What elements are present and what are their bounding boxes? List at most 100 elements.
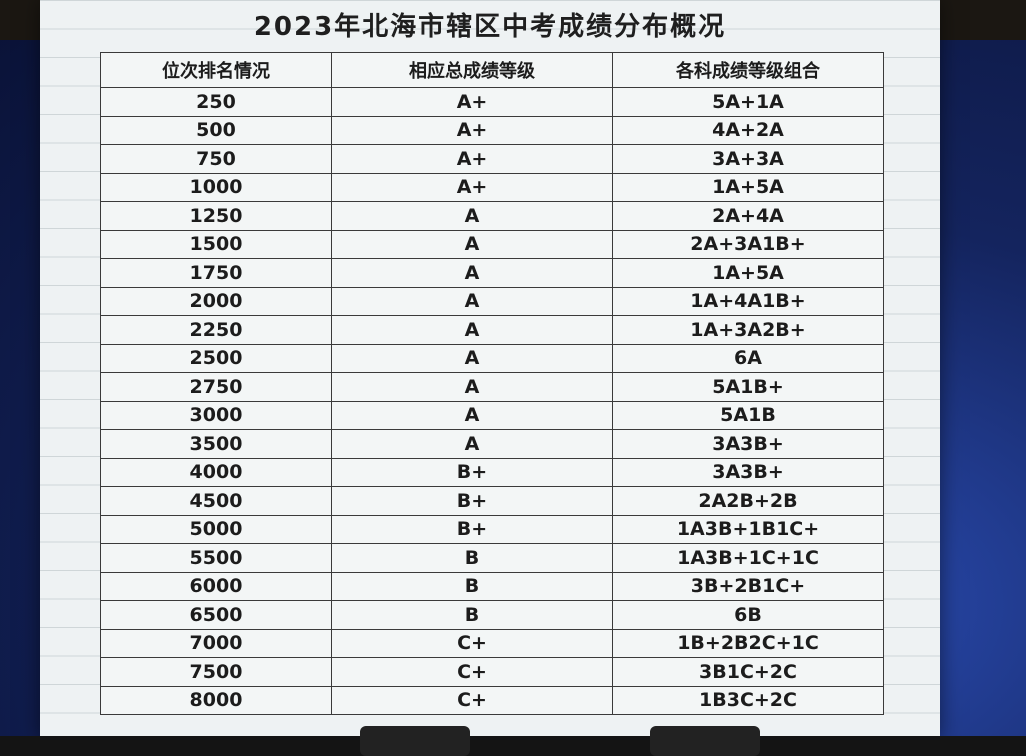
- table-body: 250 A+ 5A+1A 500 A+ 4A+2A 750 A+ 3A+3A 1000 A+ 1A+5…: [100, 87, 884, 715]
- column-header: 位次排名情况: [100, 52, 332, 88]
- table-cell: B: [331, 600, 613, 630]
- desk-object: [650, 726, 760, 756]
- table-cell: 3500: [100, 429, 332, 459]
- table-cell: 4500: [100, 486, 332, 516]
- table-cell: 1A3B+1C+1C: [612, 543, 884, 573]
- table-cell: 4000: [100, 457, 332, 487]
- table-row: 1250 A 2A+4A: [100, 201, 884, 231]
- table-cell: B: [331, 543, 613, 573]
- header-row: 位次排名情况 相应总成绩等级 各科成绩等级组合: [100, 52, 884, 88]
- table-row: 6000 B 3B+2B1C+: [100, 571, 884, 601]
- table-row: 7500 C+ 3B1C+2C: [100, 657, 884, 687]
- table-cell: 6500: [100, 600, 332, 630]
- table-cell: 2750: [100, 372, 332, 402]
- table-cell: 8000: [100, 685, 332, 715]
- table-row: 2500 A 6A: [100, 343, 884, 373]
- stage: [0, 736, 1026, 756]
- column-header: 相应总成绩等级: [331, 52, 613, 88]
- table-cell: 3B1C+2C: [612, 657, 884, 687]
- table-cell: 7000: [100, 628, 332, 658]
- table-cell: A: [331, 286, 613, 316]
- table-cell: 3A3B+: [612, 457, 884, 487]
- table-cell: B+: [331, 457, 613, 487]
- table-cell: A: [331, 343, 613, 373]
- table-cell: 1A+3A2B+: [612, 315, 884, 345]
- table-cell: 2000: [100, 286, 332, 316]
- table-row: 8000 C+ 1B3C+2C: [100, 685, 884, 715]
- table-cell: 1500: [100, 229, 332, 259]
- table-cell: 2A2B+2B: [612, 486, 884, 516]
- table-cell: 6A: [612, 343, 884, 373]
- table-cell: 5A1B: [612, 400, 884, 430]
- rank-table: 位次排名情况 相应总成绩等级 各科成绩等级组合 250 A+ 5A+1A 500 A+ 4A+…: [100, 52, 884, 715]
- table-row: 1750 A 1A+5A: [100, 258, 884, 288]
- table-row: 1500 A 2A+3A1B+: [100, 229, 884, 259]
- table-row: 7000 C+ 1B+2B2C+1C: [100, 628, 884, 658]
- table-cell: B+: [331, 514, 613, 544]
- table-cell: A: [331, 201, 613, 231]
- table-row: 4000 B+ 3A3B+: [100, 457, 884, 487]
- table-row: 250 A+ 5A+1A: [100, 87, 884, 117]
- table-cell: A+: [331, 144, 613, 174]
- table-cell: 6B: [612, 600, 884, 630]
- table-row: 3500 A 3A3B+: [100, 429, 884, 459]
- table-cell: A: [331, 315, 613, 345]
- table-cell: 500: [100, 115, 332, 145]
- table-cell: 1A+4A1B+: [612, 286, 884, 316]
- table-cell: 1B+2B2C+1C: [612, 628, 884, 658]
- table-cell: A: [331, 400, 613, 430]
- table-cell: 3B+2B1C+: [612, 571, 884, 601]
- table-row: 4500 B+ 2A2B+2B: [100, 486, 884, 516]
- table-cell: 1A+5A: [612, 258, 884, 288]
- table-cell: A: [331, 429, 613, 459]
- table-cell: 5A+1A: [612, 87, 884, 117]
- column-header: 各科成绩等级组合: [612, 52, 884, 88]
- table-cell: 5000: [100, 514, 332, 544]
- projection-screen: 2023年北海市辖区中考成绩分布概况 位次排名情况 相应总成绩等级 各科成绩等级组合…: [40, 0, 940, 740]
- table-row: 5000 B+ 1A3B+1B1C+: [100, 514, 884, 544]
- table-row: 500 A+ 4A+2A: [100, 115, 884, 145]
- table-cell: 3000: [100, 400, 332, 430]
- table-cell: 1A+5A: [612, 172, 884, 202]
- table-cell: 3A3B+: [612, 429, 884, 459]
- table-cell: A+: [331, 87, 613, 117]
- table-row: 2750 A 5A1B+: [100, 372, 884, 402]
- table-cell: A: [331, 372, 613, 402]
- table-cell: 2250: [100, 315, 332, 345]
- table-row: 1000 A+ 1A+5A: [100, 172, 884, 202]
- table-cell: C+: [331, 685, 613, 715]
- table-cell: 7500: [100, 657, 332, 687]
- table-row: 5500 B 1A3B+1C+1C: [100, 543, 884, 573]
- table-cell: 250: [100, 87, 332, 117]
- table-cell: 6000: [100, 571, 332, 601]
- desk-object: [360, 726, 470, 756]
- table-cell: 3A+3A: [612, 144, 884, 174]
- table-cell: A: [331, 229, 613, 259]
- table-cell: 1000: [100, 172, 332, 202]
- table-cell: C+: [331, 628, 613, 658]
- table-cell: 2A+4A: [612, 201, 884, 231]
- table-cell: 1750: [100, 258, 332, 288]
- table-cell: 5500: [100, 543, 332, 573]
- table-cell: 2500: [100, 343, 332, 373]
- table-cell: 750: [100, 144, 332, 174]
- table-title: 2023年北海市辖区中考成绩分布概况: [253, 12, 727, 42]
- table-cell: A: [331, 258, 613, 288]
- table-row: 6500 B 6B: [100, 600, 884, 630]
- table-cell: 4A+2A: [612, 115, 884, 145]
- table-cell: 1A3B+1B1C+: [612, 514, 884, 544]
- table-cell: B: [331, 571, 613, 601]
- table-cell: B+: [331, 486, 613, 516]
- table-cell: 5A1B+: [612, 372, 884, 402]
- table-cell: 2A+3A1B+: [612, 229, 884, 259]
- table-cell: C+: [331, 657, 613, 687]
- table-row: 2000 A 1A+4A1B+: [100, 286, 884, 316]
- table-row: 2250 A 1A+3A2B+: [100, 315, 884, 345]
- table-cell: 1250: [100, 201, 332, 231]
- table-row: 750 A+ 3A+3A: [100, 144, 884, 174]
- table-row: 3000 A 5A1B: [100, 400, 884, 430]
- table-cell: A+: [331, 172, 613, 202]
- table-cell: A+: [331, 115, 613, 145]
- table-cell: 1B3C+2C: [612, 685, 884, 715]
